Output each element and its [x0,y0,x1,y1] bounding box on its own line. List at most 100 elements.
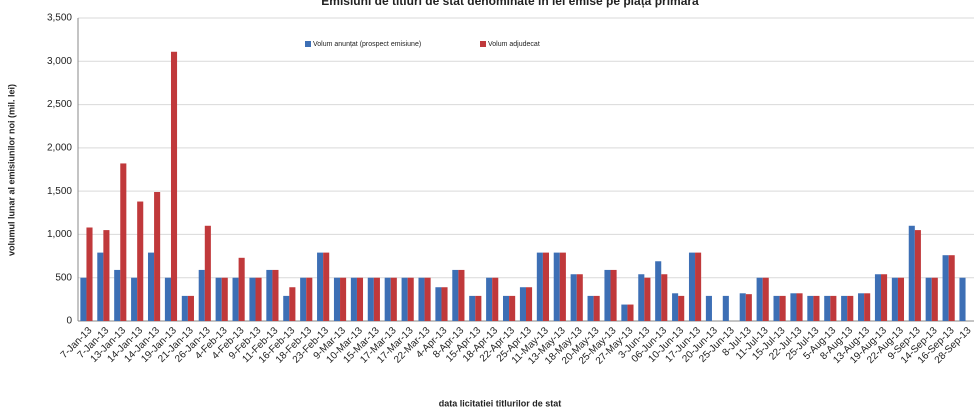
bar [452,269,459,321]
bar [570,274,577,321]
bar [170,51,178,322]
bar [187,295,194,321]
bar [356,277,364,321]
bar [492,277,499,321]
bar [424,277,431,321]
bar [323,252,330,321]
bar [418,277,425,321]
bar [593,295,600,321]
bar [610,269,617,321]
bar [204,225,211,321]
bar [881,274,888,321]
bar [672,293,679,321]
bar [604,269,611,321]
bar [864,293,871,321]
bar [458,269,465,321]
bar [441,287,448,321]
bar [519,287,526,321]
bar [807,295,814,321]
bar [830,295,837,321]
bar [300,277,307,321]
y-tick-label: 1,500 [47,186,72,197]
bar [858,293,865,321]
bar [847,295,854,321]
bar [80,277,87,321]
y-tick-label: 500 [55,272,72,283]
bar [942,255,949,321]
bar [695,252,702,321]
bar [333,277,341,321]
bar [114,269,121,321]
y-tick-label: 3,000 [47,56,72,67]
bar [475,295,482,321]
bar [644,277,651,321]
legend-swatch [480,41,486,47]
bar [762,277,769,321]
y-tick-label: 0 [66,316,72,327]
bar [773,295,780,321]
bar [959,277,966,321]
bar [103,230,110,321]
bar [266,269,273,321]
bar [627,304,634,321]
bar [874,274,882,321]
y-tick-label: 3,500 [47,13,72,24]
bar [897,277,905,321]
bar [739,293,746,321]
bar [536,252,543,321]
legend-swatch [305,41,311,47]
y-axis-title: volumul lunar al emisiunilor noi (mil. l… [6,84,16,256]
bar [390,277,397,321]
bar [503,295,510,321]
bar [790,293,797,321]
bar [745,294,752,321]
bar [948,255,955,321]
bar [164,277,171,321]
bar [255,277,262,321]
bar [469,295,476,321]
bar [221,277,228,321]
bar [688,252,696,321]
bar [384,277,391,321]
bar [401,277,408,321]
bar [154,192,161,321]
legend-label: Volum anunțat (prospect emisiune) [313,41,421,48]
bar [215,277,222,321]
bar [340,277,347,321]
bar [147,252,155,321]
bar [306,277,313,321]
bar [908,225,915,321]
bar [283,295,290,321]
bar [722,295,729,321]
bar [131,277,138,321]
bar [350,277,357,321]
bar [120,163,127,321]
bar [367,277,374,321]
legend-label: Volum adjudecat [488,41,540,48]
bar [272,269,279,321]
chart-title: Emisiuni de titluri de stat denominate î… [321,0,699,8]
bar [576,274,583,321]
bar [796,293,803,321]
bar [373,277,380,321]
bar [542,252,549,321]
bar [407,277,414,321]
bar [526,287,533,321]
bar [86,227,93,321]
bar [249,277,256,321]
bar [779,295,786,321]
bar [638,274,645,321]
bar [559,252,566,321]
bar [238,257,245,321]
bar [914,230,921,321]
bar [553,252,560,321]
bar [824,295,831,321]
bar [587,295,594,321]
bar [621,304,628,321]
bar [289,287,296,321]
bar [509,295,516,321]
bar [486,277,493,321]
bar [232,277,239,321]
bar [756,277,763,321]
bar [891,277,898,321]
